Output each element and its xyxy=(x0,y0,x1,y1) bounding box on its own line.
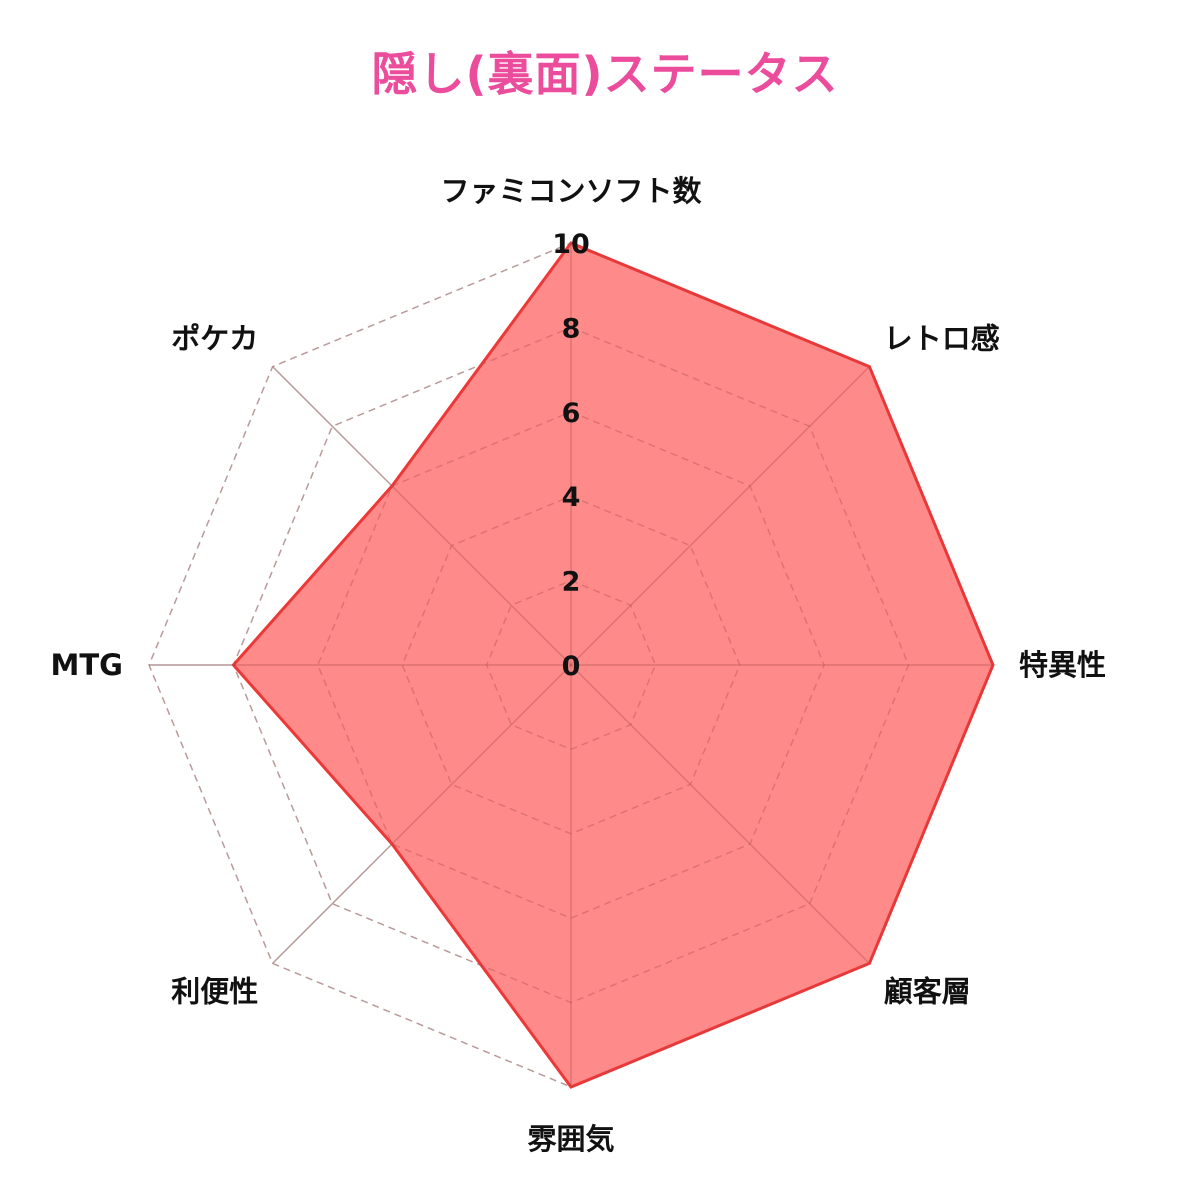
tick-label: 0 xyxy=(562,651,581,682)
series-layer xyxy=(148,241,995,1089)
axis-label: MTG xyxy=(51,648,123,682)
tick-label: 2 xyxy=(562,567,581,598)
axis-label: 特異性 xyxy=(1019,648,1106,682)
axis-spoke-overlay xyxy=(272,664,572,964)
axis-label: ポケカ xyxy=(171,321,258,355)
tick-label: 6 xyxy=(562,398,581,429)
grid-ring-overlay xyxy=(148,242,994,1088)
tick-label-layer: 0 2 4 6 8 10 xyxy=(552,229,590,682)
grid-ring-overlay xyxy=(232,326,910,1004)
tick-label: 8 xyxy=(562,313,581,344)
grid-ring xyxy=(148,242,994,1088)
tick-label: 10 xyxy=(552,229,590,260)
chart-title: 隠し(裏面)ステータス xyxy=(371,47,839,101)
axis-label: ファミコンソフト数 xyxy=(440,174,702,208)
axis-label: 顧客層 xyxy=(884,975,971,1009)
axis-label: 利便性 xyxy=(171,975,258,1009)
grid-ring-overlay xyxy=(317,411,825,919)
axis-label: 雰囲気 xyxy=(527,1122,614,1156)
tick-label: 4 xyxy=(562,482,581,513)
axis-label: レトロ感 xyxy=(884,321,1000,355)
axis-spoke-overlay xyxy=(272,366,572,666)
grid-ring-overlay xyxy=(485,579,657,751)
grid-ring-overlay xyxy=(401,495,741,835)
axis-spoke-overlay xyxy=(570,664,870,964)
axis-spoke-overlay xyxy=(570,366,870,666)
series-area xyxy=(231,241,995,1089)
